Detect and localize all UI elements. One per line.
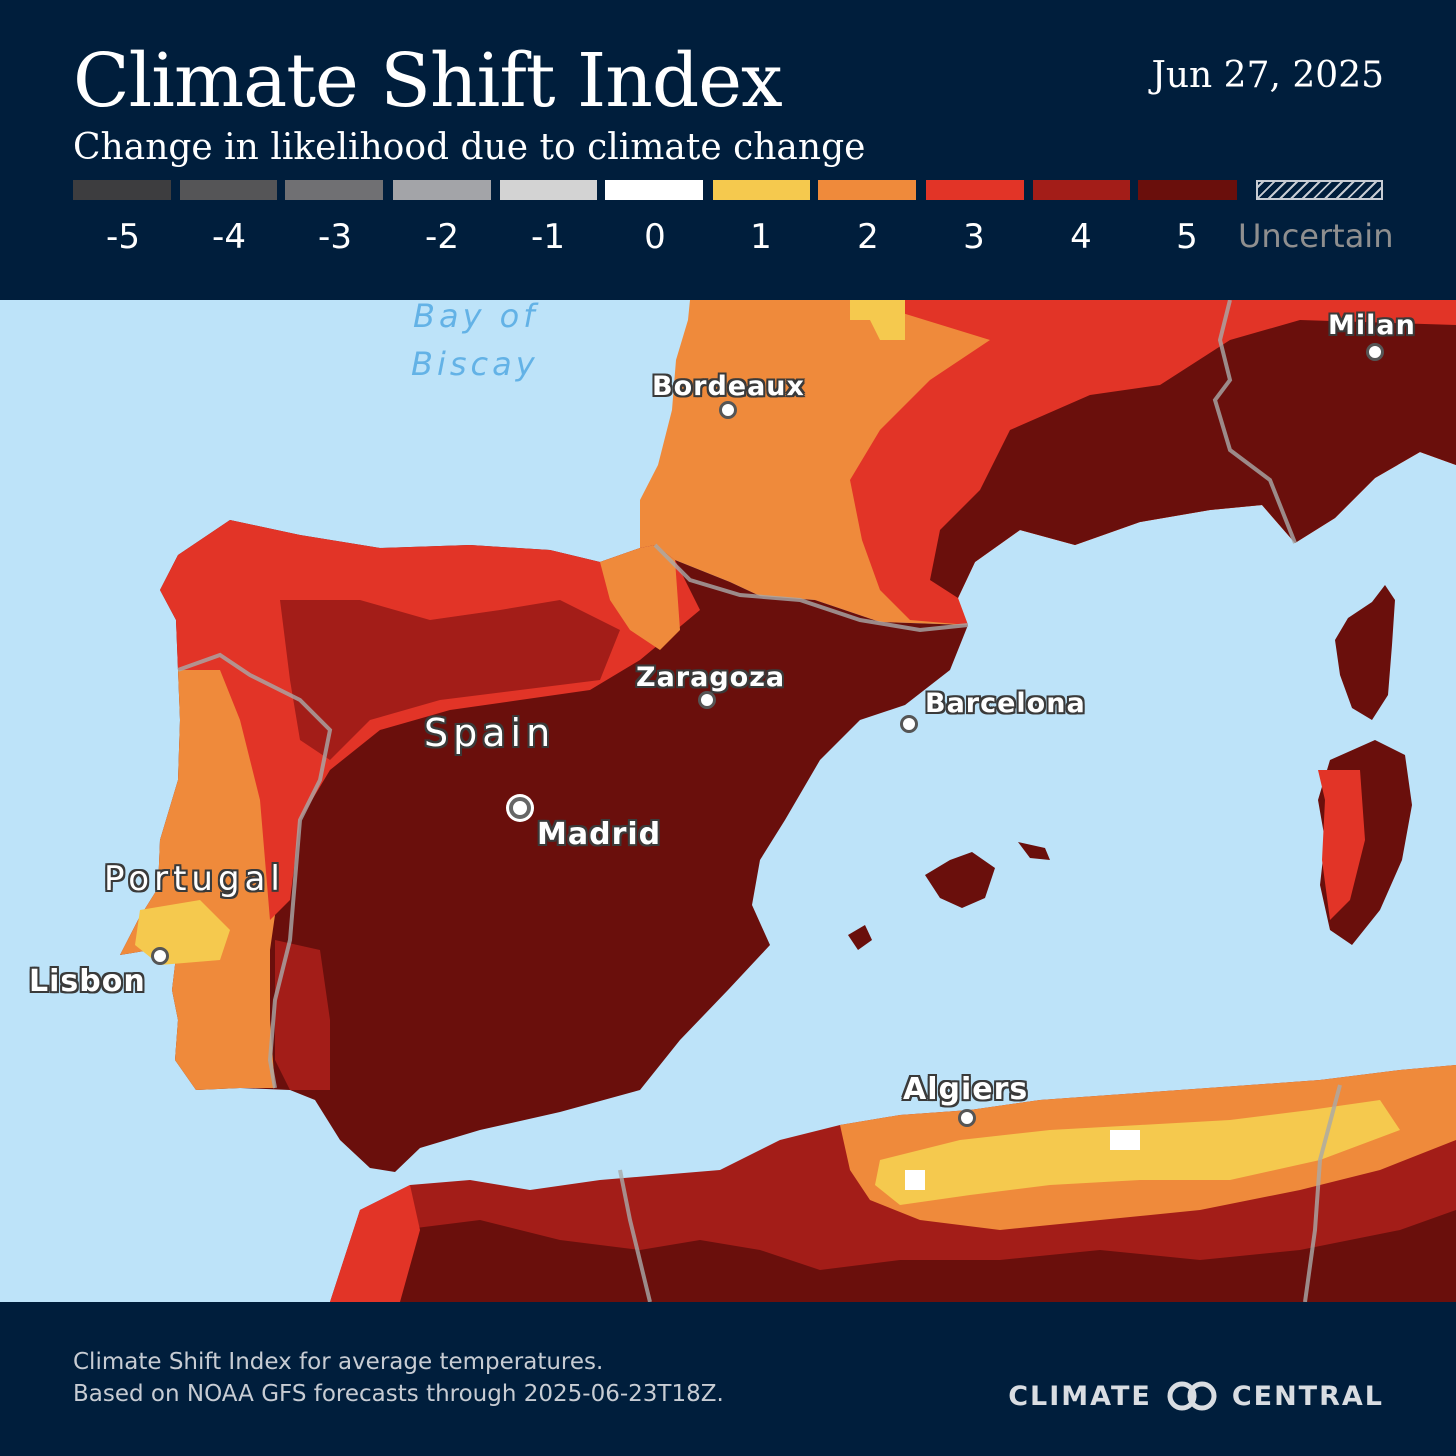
city-marker-lisbon[interactable]: [151, 947, 169, 965]
land-north-spain-heat-4: [280, 600, 620, 760]
forecast-date: Jun 27, 2025: [1151, 55, 1384, 96]
country-label-portugal[interactable]: Portugal: [104, 859, 285, 899]
land-north-africa-heat-1: [875, 1100, 1400, 1205]
legend-swatch-1: [713, 180, 810, 200]
land-north-africa-heat-0: [905, 1130, 1140, 1190]
border-algeria-tunisia: [1303, 1084, 1342, 1302]
climate-central-logo-icon: [1167, 1381, 1217, 1411]
legend-label-4: 4: [1070, 217, 1092, 257]
footer-caption-line2: Based on NOAA GFS forecasts through 2025…: [73, 1381, 724, 1407]
legend-swatch-5: [1138, 180, 1237, 200]
legend-swatch-3: [926, 180, 1024, 200]
legend-label-minus2: -2: [425, 217, 459, 257]
land-north-africa-heat-5: [390, 1210, 1456, 1302]
map-graphic: [120, 300, 1456, 1302]
land-south-portugal-heat-4: [275, 940, 330, 1090]
city-marker-madrid[interactable]: [509, 797, 531, 819]
legend-label-3: 3: [963, 217, 985, 257]
city-label-barcelona[interactable]: Barcelona: [925, 688, 1086, 719]
legend-swatch-uncertain: [1256, 180, 1383, 200]
country-label-spain[interactable]: Spain: [424, 711, 556, 755]
city-marker-milan[interactable]: [1366, 343, 1384, 361]
city-marker-barcelona[interactable]: [900, 715, 918, 733]
footer-caption-line1: Climate Shift Index for average temperat…: [73, 1349, 604, 1375]
legend-swatch-0: [605, 180, 703, 200]
land-menorca: [1018, 842, 1050, 860]
legend-label-minus3: -3: [318, 217, 352, 257]
city-label-zaragoza[interactable]: Zaragoza: [636, 662, 786, 693]
color-legend: -5 -4 -3 -2 -1 0 1 2 3 4 5 Uncertain: [73, 180, 1403, 260]
land-ibiza: [848, 925, 872, 950]
legend-label-minus4: -4: [212, 217, 246, 257]
water-label-bay-of-biscay-line2: Biscay: [411, 345, 539, 383]
page-title: Climate Shift Index: [73, 38, 783, 124]
legend-swatch-minus3: [285, 180, 383, 200]
page-subtitle: Change in likelihood due to climate chan…: [73, 127, 866, 168]
brand-name-right: CENTRAL: [1231, 1380, 1384, 1412]
legend-label-minus1: -1: [531, 217, 565, 257]
legend-swatch-minus4: [180, 180, 277, 200]
border-spain-portugal: [177, 652, 333, 1089]
climate-central-logo: CLIMATE CENTRAL: [1008, 1380, 1384, 1412]
city-marker-algiers[interactable]: [958, 1109, 976, 1127]
legend-swatch-4: [1033, 180, 1130, 200]
city-label-algiers[interactable]: Algiers: [903, 1072, 1029, 1107]
legend-label-2: 2: [857, 217, 879, 257]
legend-swatch-minus5: [73, 180, 171, 200]
land-morocco-heat-3: [330, 1185, 420, 1302]
city-label-lisbon[interactable]: Lisbon: [29, 964, 146, 999]
land-france-heat-1: [850, 300, 905, 340]
legend-swatch-minus1: [500, 180, 597, 200]
legend-label-0: 0: [644, 217, 666, 257]
climate-map[interactable]: Bay of Biscay Milan Bordeaux Zaragoza Ba…: [0, 300, 1456, 1302]
legend-label-uncertain: Uncertain: [1238, 217, 1394, 255]
land-portugal-heat-2: [120, 660, 280, 1090]
land-basque-heat-2: [600, 545, 680, 650]
city-marker-bordeaux[interactable]: [719, 401, 737, 419]
water-label-bay-of-biscay-line1: Bay of: [413, 300, 539, 335]
border-algeria-morocco: [618, 1169, 652, 1302]
city-label-madrid[interactable]: Madrid: [537, 817, 662, 852]
legend-swatch-minus2: [393, 180, 491, 200]
legend-label-1: 1: [750, 217, 772, 257]
city-label-bordeaux[interactable]: Bordeaux: [652, 371, 805, 402]
legend-swatch-2: [818, 180, 916, 200]
land-sardinia-heat-3: [1318, 770, 1365, 920]
land-corsica: [1335, 585, 1395, 720]
border-france-italy: [1212, 300, 1297, 544]
brand-name-left: CLIMATE: [1008, 1380, 1152, 1412]
border-france-spain: [653, 543, 969, 633]
legend-label-minus5: -5: [106, 217, 140, 257]
city-marker-zaragoza[interactable]: [698, 691, 716, 709]
land-mallorca: [925, 852, 995, 908]
city-label-milan[interactable]: Milan: [1328, 310, 1416, 341]
land-france-heat-5: [930, 320, 1456, 598]
legend-label-5: 5: [1176, 217, 1198, 257]
